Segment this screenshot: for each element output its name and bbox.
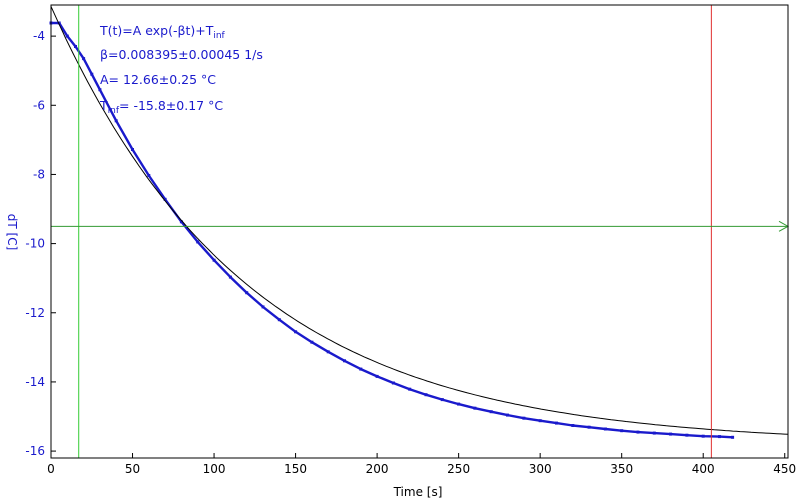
data-point [620,429,624,433]
data-point [98,88,102,92]
data-point [114,119,118,123]
fit-curve [50,6,789,435]
data-point [587,425,591,429]
data-point [391,381,395,385]
x-tick-label: 50 [125,462,140,476]
data-point [228,275,232,279]
y-tick-label: -4 [33,29,45,43]
data-point [636,430,640,434]
data-point [571,424,575,427]
data-point [359,367,363,371]
data-point [261,305,265,309]
data-point [685,433,689,437]
x-tick-label: 450 [773,462,796,476]
data-point [65,34,69,38]
data-series-line [51,21,733,439]
fit-a-label: A= 12.66±0.25 °C [100,72,216,87]
data-point [326,350,330,354]
y-tick-label: -10 [25,237,45,251]
data-point [424,393,428,397]
data-point [669,432,673,436]
data-point [294,330,298,334]
data-point [131,148,134,151]
data-point [440,398,444,402]
data-point [196,240,200,244]
data-point [408,387,412,391]
y-tick-label: -12 [25,306,45,320]
data-point [489,410,493,414]
data-layer [49,21,735,439]
data-point [179,220,183,224]
x-tick-label: 250 [447,462,470,476]
fit-beta-label: β=0.008395±0.00045 1/s [100,47,263,62]
data-point [57,21,61,25]
data-point [652,431,656,435]
x-axis-title: Time [s] [393,485,443,499]
y-axis-title: dT [C] [5,214,19,251]
plot-frame [50,4,789,459]
data-point [147,174,151,177]
data-point [245,291,249,295]
y-tick-label: -14 [25,375,45,389]
data-point [90,72,94,76]
x-tick-label: 300 [529,462,552,476]
fit-tinf-label: Tinf= -15.8±0.17 °C [99,98,223,116]
y-tick-label: -16 [25,444,45,458]
data-point [212,258,216,262]
x-tick-label: 100 [203,462,226,476]
x-tick-label: 200 [366,462,389,476]
y-tick-label: -6 [33,98,45,112]
x-tick-label: 0 [47,462,55,476]
x-tick-label: 350 [610,462,633,476]
y-tick-label: -8 [33,167,45,181]
data-point [555,421,558,425]
data-point [82,57,86,61]
data-point [506,413,509,417]
data-point [731,435,735,439]
data-point [277,318,281,322]
data-point [538,419,542,423]
data-point [457,402,461,406]
data-point [310,340,314,344]
fit-layer [50,6,789,435]
axes-layer: 0 50 100 150 200 250 300 350 400 450 -16 -14 -12 -10 -… [25,29,796,476]
x-tick-label: 150 [284,462,307,476]
data-point [375,374,379,378]
data-point [701,434,705,438]
data-point [603,427,607,431]
data-point [473,406,477,410]
data-point [522,416,526,420]
data-point [343,359,346,363]
cursor-layer [51,5,790,458]
x-tick-label: 400 [692,462,715,476]
fit-model-label: T(t)=A exp(-βt)+Tinf [99,23,226,41]
data-point [718,435,721,439]
data-point [163,197,167,201]
data-point [74,45,77,48]
